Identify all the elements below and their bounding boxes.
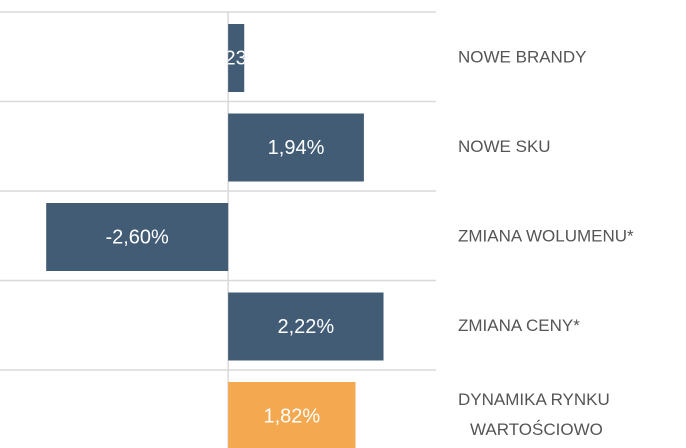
category-label: NOWE BRANDY — [458, 47, 586, 66]
value-label: 1,82% — [263, 405, 320, 427]
bar — [228, 382, 356, 448]
value-label: 1,94% — [268, 137, 325, 159]
category-label: DYNAMIKA RYNKU WARTOŚCIOWO — [458, 390, 610, 439]
value-label: 2,22% — [277, 316, 334, 338]
bar — [46, 203, 229, 271]
bar — [228, 113, 364, 182]
category-label: ZMIANA WOLUMENU* — [458, 226, 634, 245]
value-label: -2,60% — [105, 226, 169, 248]
value-label: 0,23% — [208, 47, 265, 69]
category-label: ZMIANA CENY* — [458, 316, 580, 335]
bar — [228, 24, 245, 92]
bar — [228, 292, 384, 361]
category-label: NOWE SKU — [458, 137, 551, 156]
